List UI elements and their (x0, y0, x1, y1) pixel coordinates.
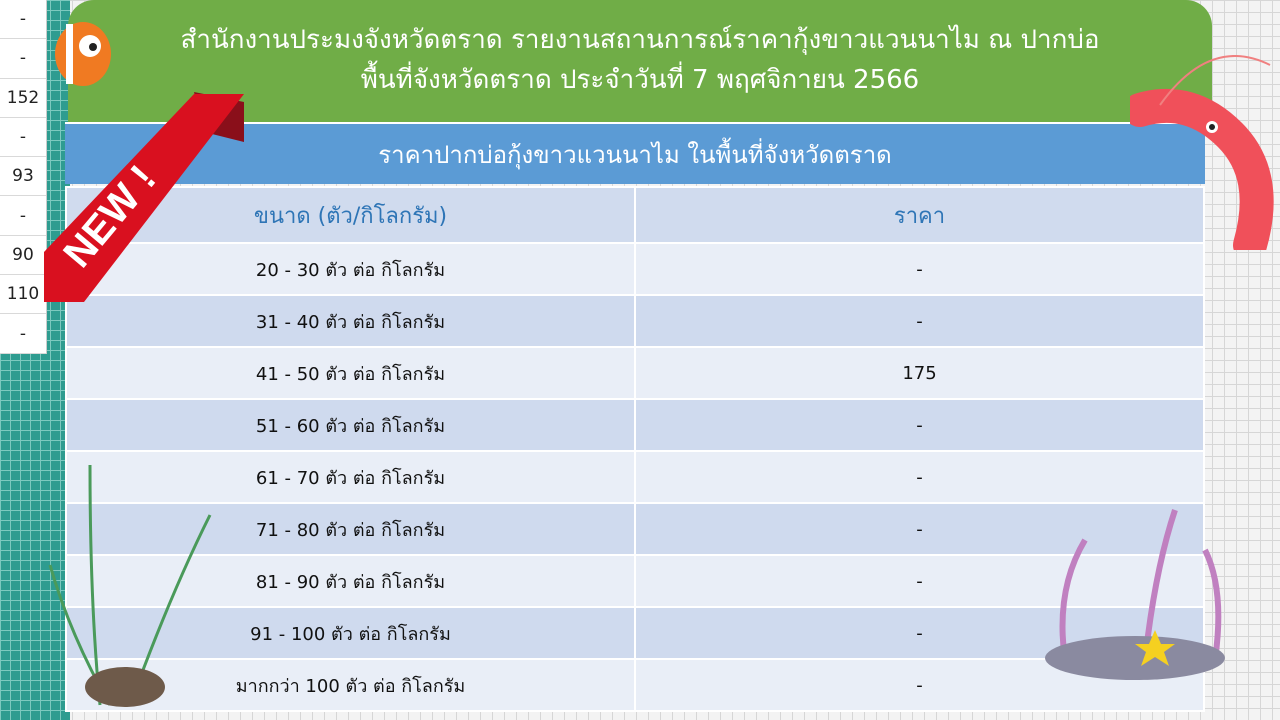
size-cell: 41 - 50 ตัว ต่อ กิโลกรัม (65, 346, 636, 400)
side-value: 152 (0, 79, 46, 118)
title-line-2: พื้นที่จังหวัดตราด ประจำวันที่ 7 พฤศจิกา… (360, 65, 920, 95)
size-cell: มากกว่า 100 ตัว ต่อ กิโลกรัม (65, 658, 636, 712)
price-cell: - (634, 554, 1205, 608)
table-row: มากกว่า 100 ตัว ต่อ กิโลกรัม - (65, 658, 1205, 712)
size-cell: 71 - 80 ตัว ต่อ กิโลกรัม (65, 502, 636, 556)
price-cell: - (634, 398, 1205, 452)
side-value: 110 (0, 275, 46, 315)
side-value: - (0, 118, 46, 158)
table-row: 31 - 40 ตัว ต่อ กิโลกรัม - (65, 294, 1205, 348)
price-table: ขนาด (ตัว/กิโลกรัม) ราคา 20 - 30 ตัว ต่อ… (65, 186, 1205, 712)
page-title: สำนักงานประมงจังหวัดตราด รายงานสถานการณ์… (68, 0, 1212, 122)
size-cell: 91 - 100 ตัว ต่อ กิโลกรัม (65, 606, 636, 660)
table-row: 81 - 90 ตัว ต่อ กิโลกรัม - (65, 554, 1205, 608)
table-row: 20 - 30 ตัว ต่อ กิโลกรัม - (65, 242, 1205, 296)
table-title: ราคาปากบ่อกุ้งขาวแวนนาไม ในพื้นที่จังหวั… (65, 122, 1205, 184)
size-cell: 51 - 60 ตัว ต่อ กิโลกรัม (65, 398, 636, 452)
size-cell: 61 - 70 ตัว ต่อ กิโลกรัม (65, 450, 636, 504)
side-value: 93 (0, 157, 46, 197)
side-value: 90 (0, 236, 46, 276)
table-row: 71 - 80 ตัว ต่อ กิโลกรัม - (65, 502, 1205, 556)
table-row: 61 - 70 ตัว ต่อ กิโลกรัม - (65, 450, 1205, 504)
size-cell: 20 - 30 ตัว ต่อ กิโลกรัม (65, 242, 636, 296)
side-value-column: - - 152 - 93 - 90 110 - (0, 0, 47, 354)
title-line-1: สำนักงานประมงจังหวัดตราด รายงานสถานการณ์… (180, 25, 1100, 55)
side-value: - (0, 0, 46, 40)
table-row: 41 - 50 ตัว ต่อ กิโลกรัม 175 (65, 346, 1205, 400)
side-value: - (0, 314, 46, 354)
price-cell: - (634, 294, 1205, 348)
column-header-size: ขนาด (ตัว/กิโลกรัม) (65, 186, 636, 244)
price-cell: - (634, 242, 1205, 296)
side-value: - (0, 39, 46, 79)
price-cell: - (634, 450, 1205, 504)
size-cell: 31 - 40 ตัว ต่อ กิโลกรัม (65, 294, 636, 348)
price-cell: - (634, 658, 1205, 712)
table-row: 51 - 60 ตัว ต่อ กิโลกรัม - (65, 398, 1205, 452)
price-cell: 175 (634, 346, 1205, 400)
size-cell: 81 - 90 ตัว ต่อ กิโลกรัม (65, 554, 636, 608)
table-row: 91 - 100 ตัว ต่อ กิโลกรัม - (65, 606, 1205, 660)
price-cell: - (634, 502, 1205, 556)
column-header-price: ราคา (634, 186, 1205, 244)
price-cell: - (634, 606, 1205, 660)
side-value: - (0, 196, 46, 236)
